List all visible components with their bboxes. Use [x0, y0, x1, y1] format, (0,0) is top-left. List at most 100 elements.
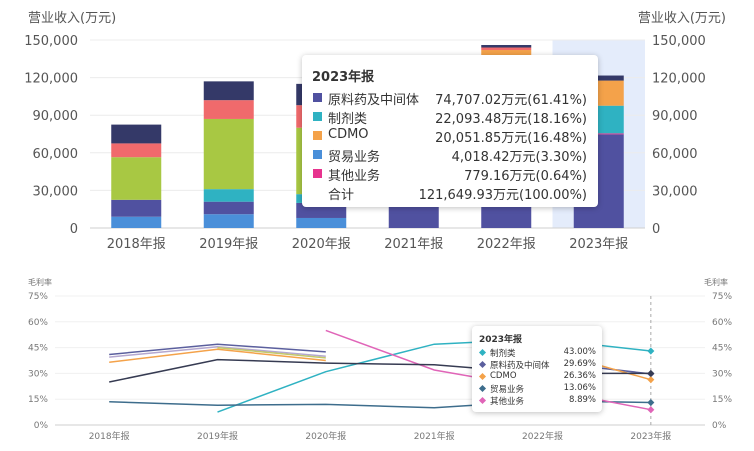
- revenue-tooltip-value: 74,707.02万元(61.41%): [435, 93, 587, 108]
- revenue-tooltip-row: 原料药及中间体 74,707.02万元(61.41%): [302, 88, 598, 108]
- margin-tooltip-row: CDMO 26.36%: [472, 371, 602, 384]
- bar-segment: [573, 75, 624, 81]
- x-tick-label: 2021年报: [384, 237, 443, 252]
- x-tick-label: 2023年报: [630, 430, 671, 442]
- bar-segment: [111, 124, 162, 144]
- x-tick-label: 2018年报: [107, 237, 166, 252]
- revenue-tooltip-value: 4,018.42万元(3.30%): [451, 150, 587, 165]
- y-tick-label-right: 60,000: [652, 147, 698, 162]
- y-tick-label: 120,000: [24, 72, 78, 87]
- y-tick-label: 60,000: [33, 147, 79, 162]
- bar-segment: [111, 157, 162, 200]
- margin-tooltip-row: 其他业务 8.89%: [472, 395, 602, 408]
- revenue-tooltip-total-row: 合计 121,649.93万元(100.00%): [302, 183, 598, 203]
- bar-segment: [203, 81, 254, 101]
- y-axis-title: 毛利率: [28, 277, 52, 287]
- y-tick-label-right: 60%: [712, 318, 732, 328]
- bar-segment: [111, 216, 162, 228]
- data-point: [647, 376, 655, 384]
- revenue-tooltip-row: 其他业务 779.16万元(0.64%): [302, 164, 598, 184]
- y-tick-label: 15%: [28, 395, 48, 405]
- margin-tooltip-series-name: CDMO: [490, 371, 517, 381]
- bar-segment: [296, 217, 347, 228]
- margin-tooltip-value: 13.06%: [563, 383, 596, 393]
- revenue-tooltip-value: 779.16万元(0.64%): [464, 169, 587, 184]
- y-tick-label-right: 120,000: [652, 72, 706, 87]
- x-tick-label: 2022年报: [477, 237, 536, 252]
- series-line: [217, 346, 326, 359]
- bar-segment: [573, 133, 624, 135]
- bar-segment: [203, 189, 254, 202]
- y-tick-label-right: 0%: [712, 421, 727, 431]
- margin-tooltip-value: 26.36%: [563, 371, 596, 381]
- margin-tooltip-series-name: 原料药及中间体: [490, 361, 550, 371]
- revenue-tooltip-series-name: 其他业务: [328, 169, 381, 184]
- y-axis-title: 营业收入(万元): [28, 11, 116, 26]
- x-tick-label: 2020年报: [305, 430, 346, 442]
- x-tick-label: 2019年报: [199, 237, 258, 252]
- y-tick-label: 30%: [28, 369, 48, 379]
- bar-segment: [111, 143, 162, 158]
- revenue-tooltip-row: CDMO 20,051.85万元(16.48%): [302, 126, 598, 146]
- x-tick-label: 2018年报: [89, 430, 130, 442]
- bar-segment: [203, 214, 254, 228]
- legend-marker: [478, 384, 487, 393]
- y-tick-label-right: 0: [652, 222, 660, 237]
- y-tick-label-right: 90,000: [652, 109, 698, 124]
- x-tick-label: 2022年报: [522, 430, 563, 442]
- legend-marker: [478, 396, 487, 405]
- revenue-tooltip-total-value: 121,649.93万元(100.00%): [418, 188, 587, 203]
- data-point: [647, 406, 655, 414]
- revenue-tooltip-series-name: 制剂类: [328, 112, 368, 127]
- x-tick-label: 2019年报: [197, 430, 238, 442]
- legend-swatch: [313, 93, 322, 102]
- data-point: [647, 347, 655, 355]
- margin-tooltip-series-name: 贸易业务: [490, 385, 525, 395]
- y-tick-label: 45%: [28, 344, 48, 354]
- legend-swatch: [313, 169, 322, 178]
- series-line: [109, 345, 326, 358]
- data-point: [647, 399, 655, 407]
- margin-tooltip-series-name: 其他业务: [490, 397, 525, 407]
- gross-margin-line-chart: 0% 0% 15% 15% 30% 30% 45% 45% 60% 60% 75% 75% 毛利率 毛利率…: [28, 277, 732, 442]
- legend-swatch: [313, 150, 322, 159]
- margin-tooltip-title: 2023年报: [479, 335, 523, 345]
- x-tick-label: 2023年报: [569, 237, 628, 252]
- legend-swatch: [313, 131, 322, 140]
- revenue-tooltip-value: 20,051.85万元(16.48%): [435, 131, 587, 146]
- margin-tooltip-row: 贸易业务 13.06%: [472, 383, 602, 396]
- y-tick-label-right: 30%: [712, 369, 732, 379]
- y-tick-label: 75%: [28, 292, 48, 302]
- y-tick-label-right: 150,000: [652, 34, 706, 49]
- y-tick-label-right: 75%: [712, 292, 732, 302]
- x-tick-label: 2020年报: [292, 237, 351, 252]
- margin-tooltip-row: 原料药及中间体 29.69%: [472, 359, 602, 372]
- y-axis-title-right: 营业收入(万元): [638, 11, 726, 26]
- margin-tooltip-series-name: 制剂类: [490, 349, 516, 359]
- margin-tooltip-value: 8.89%: [568, 395, 596, 405]
- bar-segment: [203, 118, 254, 190]
- revenue-tooltip-series-name: 原料药及中间体: [328, 93, 420, 108]
- revenue-tooltip-series-name: 贸易业务: [328, 150, 381, 165]
- y-tick-label-right: 30,000: [652, 184, 698, 199]
- legend-marker: [478, 360, 487, 369]
- legend-marker: [478, 372, 487, 381]
- y-tick-label-right: 45%: [712, 344, 732, 354]
- y-axis-title-right: 毛利率: [704, 277, 728, 287]
- margin-tooltip-value: 43.00%: [563, 347, 596, 357]
- y-tick-label: 90,000: [33, 109, 79, 124]
- y-tick-label: 60%: [28, 318, 48, 328]
- bar-segment: [203, 100, 254, 119]
- margin-tooltip-row: 制剂类 43.00%: [472, 347, 602, 360]
- revenue-tooltip-row: 制剂类 22,093.48万元(18.16%): [302, 107, 598, 127]
- bar-segment: [481, 50, 532, 58]
- margin-tooltip-value: 29.69%: [563, 359, 596, 369]
- y-tick-label: 0: [70, 222, 78, 237]
- legend-marker: [478, 348, 487, 357]
- revenue-tooltip: 2023年报 原料药及中间体 74,707.02万元(61.41%) 制剂类 2…: [302, 55, 598, 207]
- bar-segment: [111, 199, 162, 217]
- legend-swatch: [313, 112, 322, 121]
- bar-segment: [203, 201, 254, 215]
- revenue-tooltip-series-name: CDMO: [328, 127, 369, 142]
- data-point: [647, 369, 655, 377]
